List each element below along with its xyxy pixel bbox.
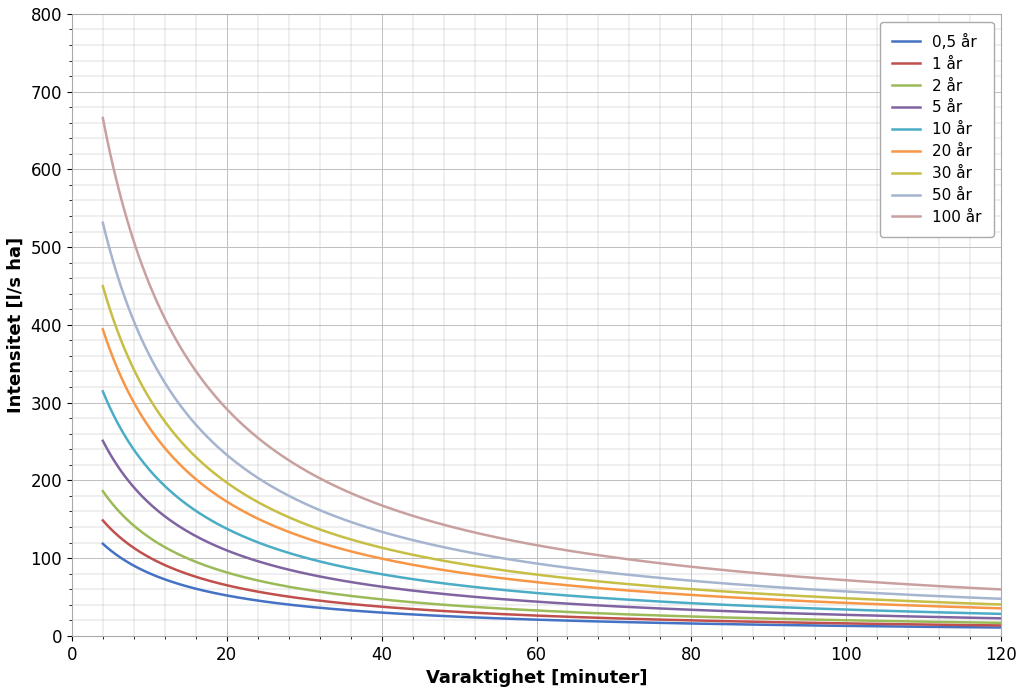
5 år bbox=[523, 597, 536, 605]
100 år bbox=[833, 575, 845, 584]
Line: 1 år: 1 år bbox=[102, 520, 1001, 625]
Line: 10 år: 10 år bbox=[102, 391, 1001, 614]
10 år bbox=[528, 589, 541, 597]
0,5 år bbox=[583, 617, 595, 625]
1 år bbox=[528, 611, 541, 620]
2 år bbox=[583, 609, 595, 617]
2 år bbox=[632, 611, 644, 619]
10 år bbox=[523, 589, 536, 597]
20 år bbox=[96, 325, 109, 334]
Line: 50 år: 50 år bbox=[102, 223, 1001, 599]
5 år bbox=[96, 437, 109, 445]
50 år bbox=[833, 587, 845, 595]
Line: 100 år: 100 år bbox=[102, 118, 1001, 589]
Line: 0,5 år: 0,5 år bbox=[102, 543, 1001, 627]
30 år bbox=[995, 600, 1008, 609]
20 år bbox=[833, 598, 845, 607]
100 år bbox=[632, 557, 644, 565]
50 år bbox=[974, 594, 986, 602]
5 år bbox=[974, 613, 986, 622]
50 år bbox=[523, 558, 536, 566]
20 år bbox=[974, 604, 986, 612]
2 år bbox=[974, 618, 986, 627]
Line: 30 år: 30 år bbox=[102, 286, 1001, 604]
20 år bbox=[523, 577, 536, 586]
20 år bbox=[528, 578, 541, 586]
100 år bbox=[528, 541, 541, 549]
10 år bbox=[96, 387, 109, 396]
100 år bbox=[96, 114, 109, 122]
30 år bbox=[528, 570, 541, 579]
5 år bbox=[632, 603, 644, 611]
20 år bbox=[632, 587, 644, 595]
50 år bbox=[995, 595, 1008, 603]
0,5 år bbox=[528, 616, 541, 624]
30 år bbox=[583, 576, 595, 584]
10 år bbox=[995, 610, 1008, 618]
20 år bbox=[583, 583, 595, 591]
10 år bbox=[833, 605, 845, 613]
2 år bbox=[528, 607, 541, 615]
50 år bbox=[583, 566, 595, 575]
0,5 år bbox=[96, 539, 109, 548]
Y-axis label: Intensitet [l/s ha]: Intensitet [l/s ha] bbox=[7, 237, 25, 413]
100 år bbox=[583, 550, 595, 558]
2 år bbox=[995, 618, 1008, 627]
100 år bbox=[974, 584, 986, 593]
0,5 år bbox=[833, 622, 845, 630]
2 år bbox=[523, 606, 536, 614]
Line: 2 år: 2 år bbox=[102, 491, 1001, 623]
X-axis label: Varaktighet [minuter]: Varaktighet [minuter] bbox=[426, 669, 647, 687]
1 år bbox=[995, 621, 1008, 629]
Legend: 0,5 år, 1 år, 2 år, 5 år, 10 år, 20 år, 30 år, 50 år, 100 år: 0,5 år, 1 år, 2 år, 5 år, 10 år, 20 år, … bbox=[880, 22, 993, 237]
1 år bbox=[833, 619, 845, 627]
5 år bbox=[995, 614, 1008, 623]
10 år bbox=[583, 593, 595, 601]
0,5 år bbox=[523, 616, 536, 624]
100 år bbox=[995, 585, 1008, 593]
0,5 år bbox=[974, 623, 986, 632]
1 år bbox=[523, 611, 536, 620]
50 år bbox=[96, 219, 109, 227]
10 år bbox=[632, 596, 644, 604]
Line: 20 år: 20 år bbox=[102, 330, 1001, 609]
0,5 år bbox=[632, 618, 644, 627]
1 år bbox=[632, 615, 644, 623]
30 år bbox=[632, 581, 644, 589]
1 år bbox=[974, 621, 986, 629]
20 år bbox=[995, 604, 1008, 613]
50 år bbox=[632, 572, 644, 580]
5 år bbox=[833, 611, 845, 619]
50 år bbox=[528, 559, 541, 568]
Line: 5 år: 5 år bbox=[102, 441, 1001, 618]
2 år bbox=[96, 487, 109, 496]
30 år bbox=[523, 570, 536, 578]
100 år bbox=[523, 540, 536, 548]
5 år bbox=[583, 601, 595, 609]
5 år bbox=[528, 598, 541, 606]
2 år bbox=[833, 616, 845, 625]
1 år bbox=[96, 516, 109, 525]
30 år bbox=[96, 282, 109, 290]
10 år bbox=[974, 609, 986, 618]
0,5 år bbox=[995, 623, 1008, 632]
30 år bbox=[974, 600, 986, 608]
1 år bbox=[583, 613, 595, 622]
30 år bbox=[833, 594, 845, 602]
